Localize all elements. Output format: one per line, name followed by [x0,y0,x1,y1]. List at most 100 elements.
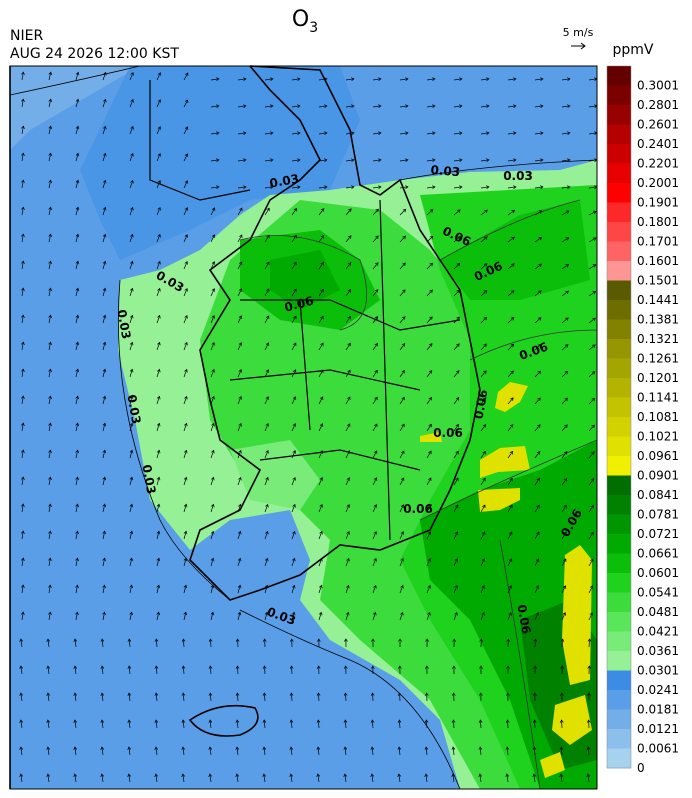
wind-arrow [318,262,324,270]
wind-arrow [102,288,106,297]
wind-arrow [291,78,300,81]
wind-arrow-head [591,371,596,375]
wind-arrow [426,186,435,189]
colorbar-label: 0.0241 [637,683,679,697]
wind-arrow [534,612,539,621]
wind-arrow-head [373,557,377,562]
wind-arrow [318,558,323,567]
wind-arrow-head [452,638,457,642]
wind-arrow-head [405,158,409,162]
wind-arrow-head [156,476,161,481]
wind-arrow [47,720,50,729]
wind-arrow [372,105,381,108]
wind-arrow [183,153,188,162]
wind-arrow-head [157,314,161,319]
wind-arrow-head [243,158,247,162]
wind-arrow-head [75,206,80,211]
wind-arrow-head [289,638,294,642]
wind-arrow [237,288,242,297]
wind-arrow-head [319,477,323,481]
wind-arrow-head [130,152,134,157]
wind-arrow-head [563,504,567,509]
wind-arrow [263,720,266,729]
wind-arrow [75,234,79,243]
wind-arrow-head [427,611,431,616]
wind-arrow-head [319,503,323,508]
wind-arrow [101,666,104,675]
wind-arrow-head [154,692,159,696]
wind-arrow [587,747,590,756]
colorbar-label: 0.1321 [637,332,679,346]
wind-arrow-head [157,126,161,130]
wind-arrow-head [505,719,510,723]
wind-arrow-head [505,773,510,777]
wind-arrow-head [400,584,404,589]
wind-arrow-head [238,396,242,400]
wind-arrow-head [130,206,134,211]
wind-arrow-head [211,261,216,265]
wind-arrow [372,370,378,378]
wind-arrow [399,186,408,189]
wind-arrow-head [427,531,432,535]
wind-arrow-head [378,158,382,162]
wind-arrow [237,261,243,270]
wind-arrow [48,396,51,405]
wind-arrow [345,78,354,81]
colorbar-box [607,397,631,418]
wind-arrow-head [21,71,25,76]
wind-arrow-head [374,342,378,347]
wind-arrow [183,423,187,432]
wind-arrow [75,180,79,189]
wind-arrow-head [533,665,537,669]
wind-arrow [317,720,320,729]
wind-arrow-head [100,692,105,696]
wind-arrow-head [127,746,132,750]
wind-arrow [156,261,161,270]
wind-arrow-head [262,719,267,723]
wind-arrow [588,371,596,378]
wind-arrow [237,369,242,378]
wind-arrow [210,105,219,108]
wind-arrow [453,585,458,594]
wind-arrow [75,207,79,216]
wind-arrow-head [482,397,487,401]
wind-arrow-head [567,104,571,108]
wind-arrow [210,78,219,81]
wind-arrow [534,505,540,513]
colorbar-box [607,631,631,652]
colorbar-label: 0.0661 [637,547,679,561]
wind-arrow-head [243,104,247,108]
wind-arrow [129,261,133,270]
wind-arrow [480,424,486,432]
wind-arrow [398,774,401,783]
wind-arrow-head [154,665,159,669]
wind-arrow-head [265,423,269,427]
wind-arrow-head [75,611,79,616]
wind-arrow-head [238,288,243,292]
wind-arrow [101,693,104,702]
wind-arrow [534,531,540,540]
wind-arrow [74,666,77,675]
wind-arrow-head [538,237,543,241]
wind-arrow-head [564,424,568,428]
wind-arrow [75,477,78,486]
colorbar-box [607,748,631,769]
wind-arrow [507,263,515,270]
wind-arrow-head [532,746,537,750]
wind-arrow-head [591,451,595,455]
wind-arrow-head [451,746,456,750]
wind-arrow [264,585,268,594]
wind-arrow-head [75,260,80,265]
colorbar-label: 0.1441 [637,293,679,307]
wind-arrow [588,210,597,216]
wind-arrow [21,342,24,351]
wind-arrow [129,153,134,162]
wind-arrow-head [400,504,405,508]
wind-arrow [534,105,543,108]
wind-arrow-head [289,746,294,750]
wind-arrow [453,78,462,81]
wind-arrow-head [375,235,379,239]
wind-arrow [480,236,488,243]
wind-arrow-head [320,261,324,266]
wind-arrow-head [129,368,134,373]
